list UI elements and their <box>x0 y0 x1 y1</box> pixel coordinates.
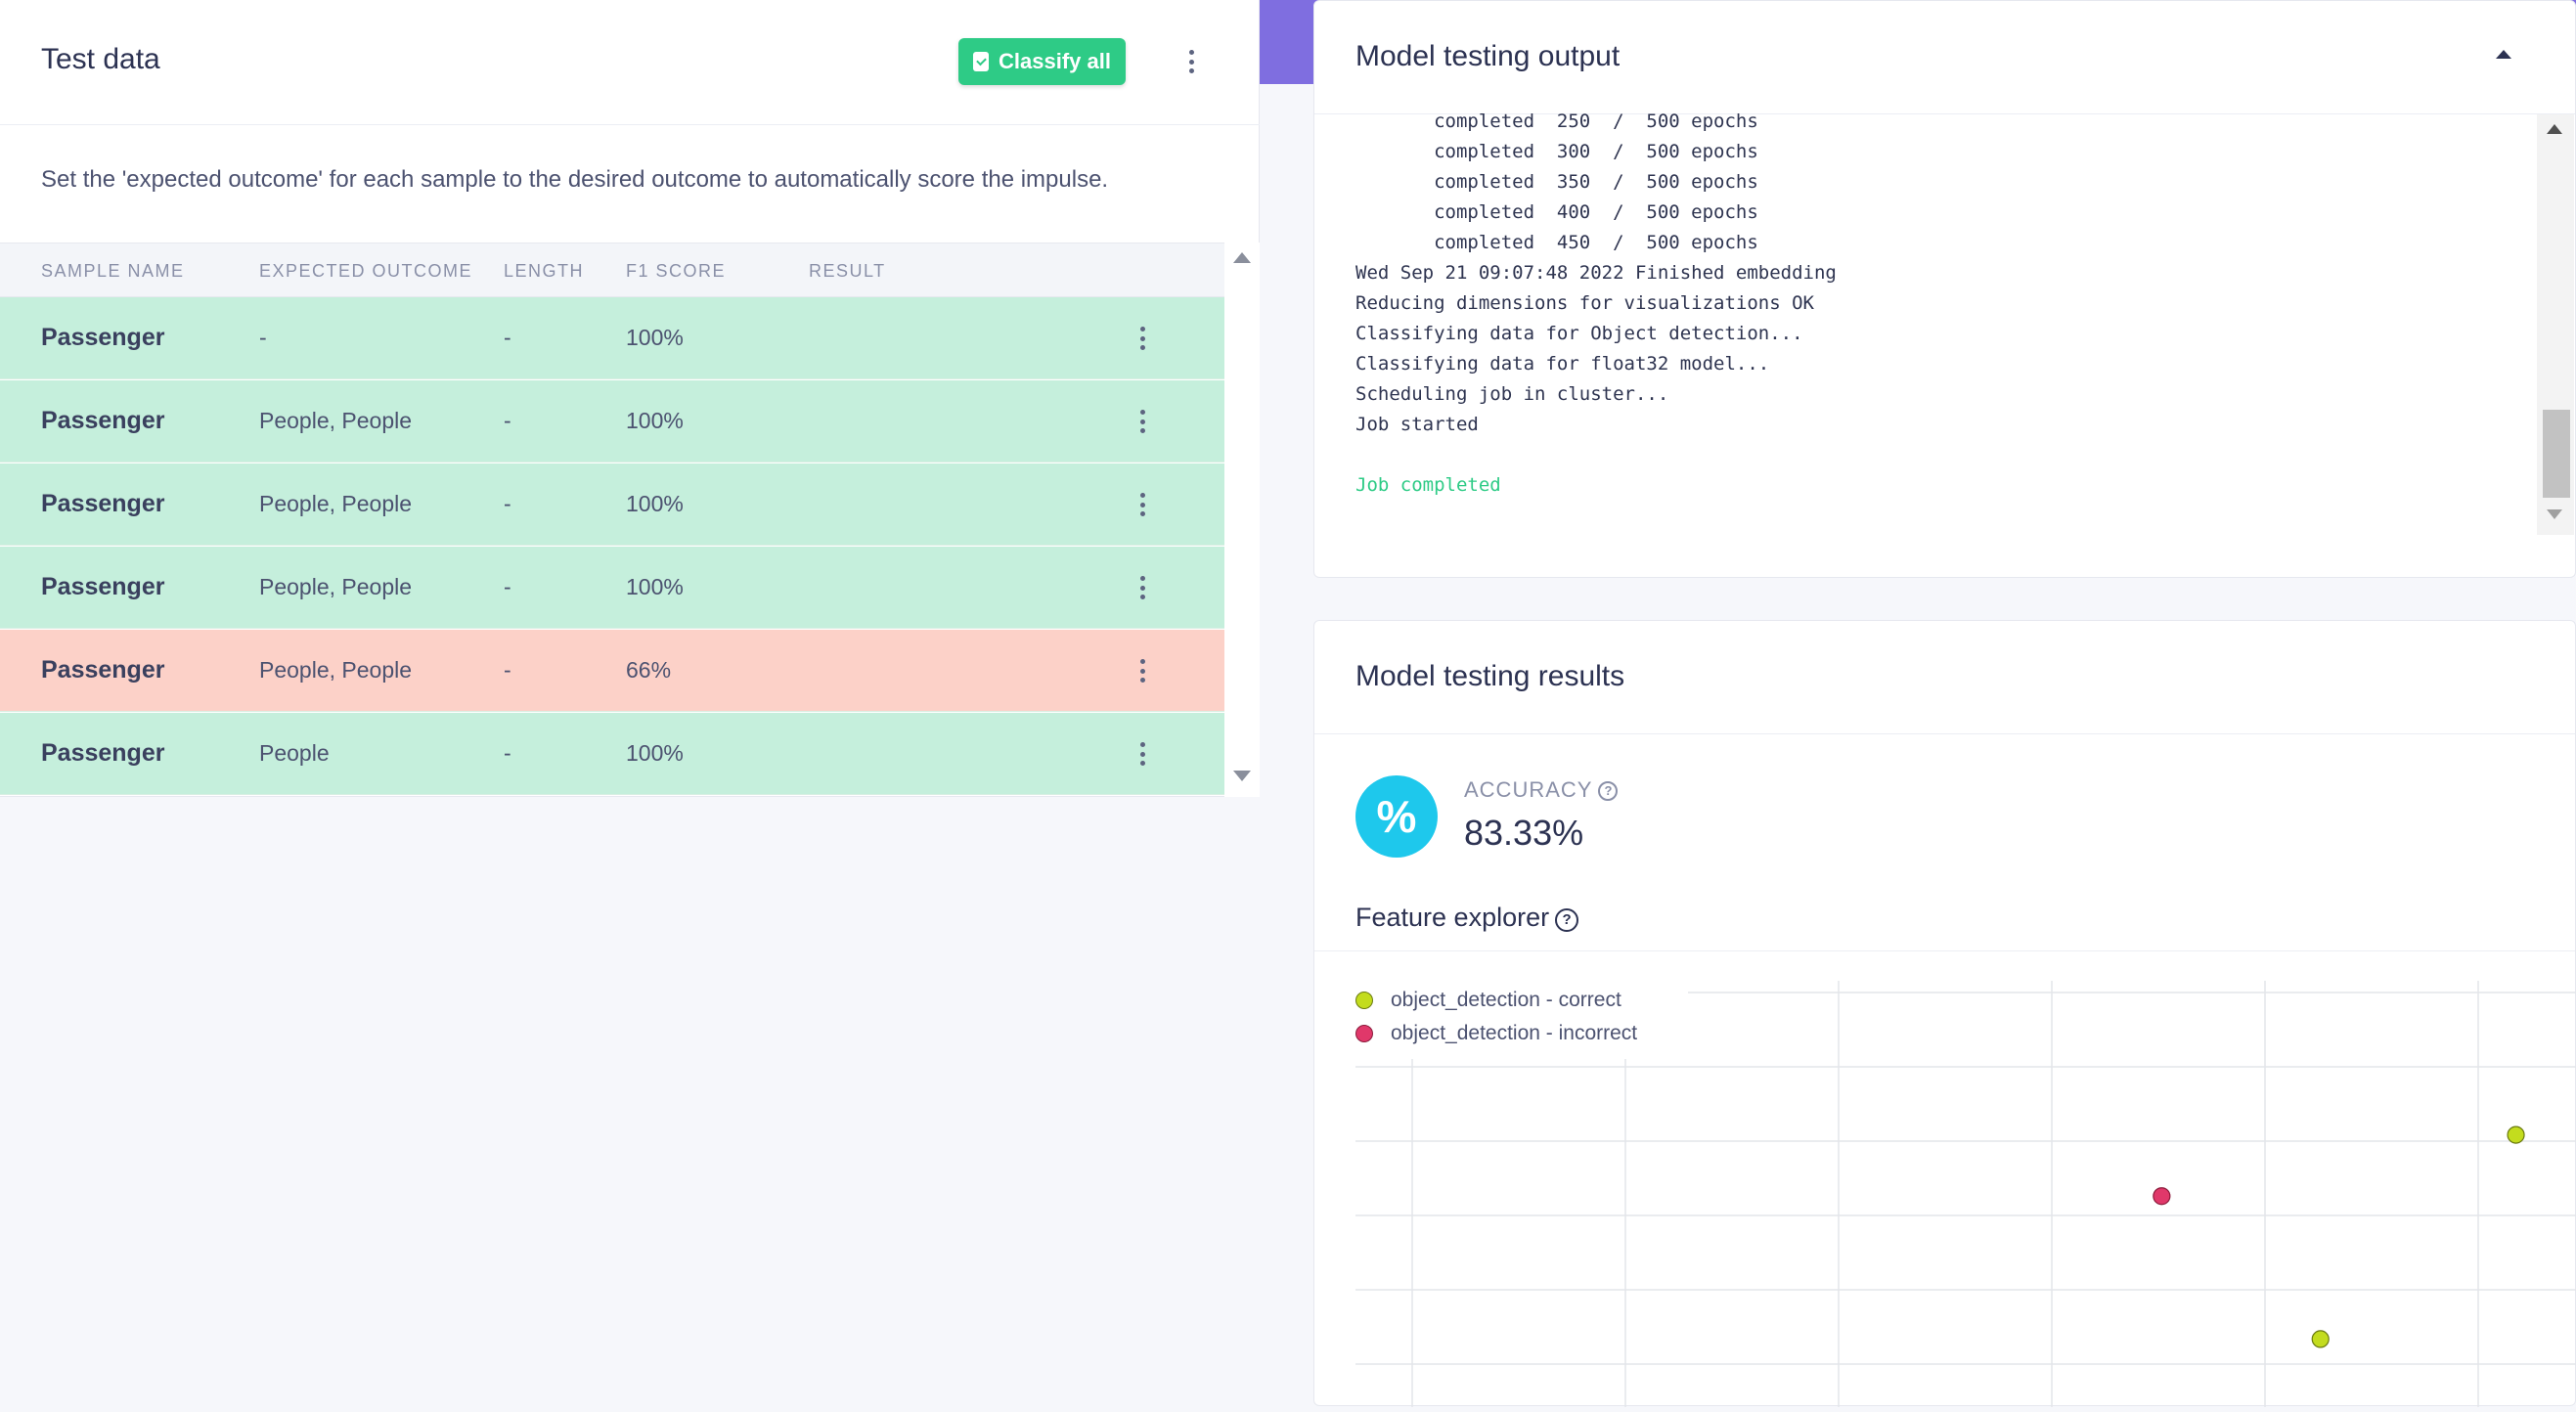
accuracy-label-text: ACCURACY <box>1464 777 1593 802</box>
sample-name: Passenger <box>41 739 165 767</box>
scroll-up-arrow-icon[interactable] <box>1233 252 1251 263</box>
log-output: completed 250 / 500 epochs completed 300… <box>1355 107 1837 501</box>
collapse-chevron-icon[interactable] <box>2496 50 2511 59</box>
log-line: Classifying data for float32 model... <box>1355 353 1770 375</box>
sample-length: - <box>504 491 511 516</box>
table-header: SAMPLE NAME EXPECTED OUTCOME LENGTH F1 S… <box>0 243 1224 297</box>
feature-explorer-title-text: Feature explorer <box>1355 903 1550 932</box>
column-header-result[interactable]: RESULT <box>809 261 886 281</box>
column-header-f1-score[interactable]: F1 SCORE <box>626 261 727 281</box>
output-header: Model testing output <box>1314 1 2575 114</box>
test-data-description: Set the 'expected outcome' for each samp… <box>41 166 1109 193</box>
divider <box>1314 950 2575 951</box>
sample-name: Passenger <box>41 656 165 684</box>
data-point-correct[interactable] <box>2311 1330 2330 1348</box>
table-row[interactable]: Passenger People - 100% <box>0 713 1224 795</box>
log-line: Reducing dimensions for visualizations O… <box>1355 292 1814 314</box>
question-circle-icon[interactable]: ? <box>1598 781 1619 801</box>
f1-score: 100% <box>626 574 684 599</box>
results-title: Model testing results <box>1355 660 1625 692</box>
f1-score: 100% <box>626 740 684 766</box>
log-line: Job started <box>1355 414 1479 435</box>
table-scrollbar[interactable] <box>1224 243 1260 797</box>
table-row[interactable]: Passenger People, People - 100% <box>0 463 1224 546</box>
row-more-options-icon[interactable] <box>1138 659 1146 683</box>
legend-dot-incorrect <box>1355 1025 1373 1042</box>
sample-name: Passenger <box>41 324 165 351</box>
accuracy-label: ACCURACY? <box>1464 777 1619 803</box>
feature-explorer-plot[interactable] <box>1355 981 2576 1412</box>
model-testing-output-panel: Model testing output completed 250 / 500… <box>1313 0 2576 578</box>
accuracy-value: 83.33% <box>1464 813 1584 853</box>
log-line <box>1355 440 1837 470</box>
legend-label-incorrect: object_detection - incorrect <box>1391 1022 1638 1044</box>
column-header-length[interactable]: LENGTH <box>504 261 585 281</box>
expected-outcome: People <box>259 740 330 766</box>
column-header-sample-name[interactable]: SAMPLE NAME <box>41 261 185 281</box>
sample-length: - <box>504 657 511 683</box>
results-header: Model testing results <box>1314 621 2575 734</box>
table-row[interactable]: Passenger People, People - 66% <box>0 630 1224 712</box>
legend-label-correct: object_detection - correct <box>1391 989 1621 1011</box>
log-line: completed 400 / 500 epochs <box>1355 201 1758 223</box>
sample-length: - <box>504 574 511 599</box>
expected-outcome: People, People <box>259 408 413 433</box>
expected-outcome: - <box>259 325 267 350</box>
log-scrollbar-thumb[interactable] <box>2543 410 2570 498</box>
feature-explorer-help-icon[interactable]: ? <box>1555 908 1579 932</box>
output-title: Model testing output <box>1355 40 1621 72</box>
legend-item-correct[interactable]: object_detection - correct <box>1355 989 1621 1012</box>
clipboard-check-icon <box>973 52 990 71</box>
log-scrollbar[interactable] <box>2537 114 2574 535</box>
expected-outcome: People, People <box>259 574 413 599</box>
log-scroll-up-icon[interactable] <box>2547 124 2562 134</box>
sample-length: - <box>504 408 511 433</box>
sample-name: Passenger <box>41 490 165 517</box>
test-data-panel: Test data Classify all Set the 'expected… <box>0 0 1260 797</box>
log-line: completed 300 / 500 epochs <box>1355 141 1758 162</box>
log-scroll-down-icon[interactable] <box>2547 509 2562 519</box>
sample-length: - <box>504 325 511 350</box>
legend-item-incorrect[interactable]: object_detection - incorrect <box>1355 1022 1637 1045</box>
table-row[interactable]: Passenger People, People - 100% <box>0 380 1224 463</box>
sample-name: Passenger <box>41 407 165 434</box>
f1-score: 66% <box>626 657 672 683</box>
log-line-job-completed: Job completed <box>1355 474 1501 496</box>
scatter-plot[interactable] <box>1355 981 2576 1407</box>
data-point-correct[interactable] <box>2507 1125 2525 1144</box>
row-more-options-icon[interactable] <box>1138 742 1146 766</box>
expected-outcome: People, People <box>259 657 413 683</box>
feature-explorer-title: Feature explorer? <box>1355 903 1579 933</box>
log-line: Classifying data for Object detection... <box>1355 323 1803 344</box>
legend-background <box>1355 981 1688 1059</box>
expected-outcome: People, People <box>259 491 413 516</box>
log-line: completed 250 / 500 epochs <box>1355 110 1758 132</box>
percent-icon: % <box>1355 775 1438 858</box>
row-more-options-icon[interactable] <box>1138 576 1146 599</box>
f1-score: 100% <box>626 325 684 350</box>
scroll-down-arrow-icon[interactable] <box>1233 771 1251 781</box>
row-more-options-icon[interactable] <box>1138 327 1146 350</box>
test-data-header: Test data Classify all <box>0 0 1260 125</box>
row-more-options-icon[interactable] <box>1138 410 1146 433</box>
log-line: completed 350 / 500 epochs <box>1355 171 1758 193</box>
f1-score: 100% <box>626 408 684 433</box>
log-line: Wed Sep 21 09:07:48 2022 Finished embedd… <box>1355 262 1837 284</box>
column-header-expected-outcome[interactable]: EXPECTED OUTCOME <box>259 261 473 281</box>
table-row[interactable]: Passenger - - 100% <box>0 297 1224 379</box>
table-row[interactable]: Passenger People, People - 100% <box>0 547 1224 629</box>
model-testing-results-panel: Model testing results % ACCURACY? 83.33%… <box>1313 620 2576 1407</box>
page-title: Test data <box>41 43 160 75</box>
data-point-incorrect[interactable] <box>2153 1187 2171 1206</box>
log-line: Scheduling job in cluster... <box>1355 383 1669 405</box>
log-line: completed 450 / 500 epochs <box>1355 232 1758 253</box>
more-options-icon[interactable] <box>1187 50 1195 73</box>
classify-all-label: Classify all <box>999 49 1111 73</box>
sample-length: - <box>504 740 511 766</box>
classify-all-button[interactable]: Classify all <box>958 38 1126 85</box>
sample-name: Passenger <box>41 573 165 600</box>
row-more-options-icon[interactable] <box>1138 493 1146 516</box>
f1-score: 100% <box>626 491 684 516</box>
legend-dot-correct <box>1355 992 1373 1009</box>
